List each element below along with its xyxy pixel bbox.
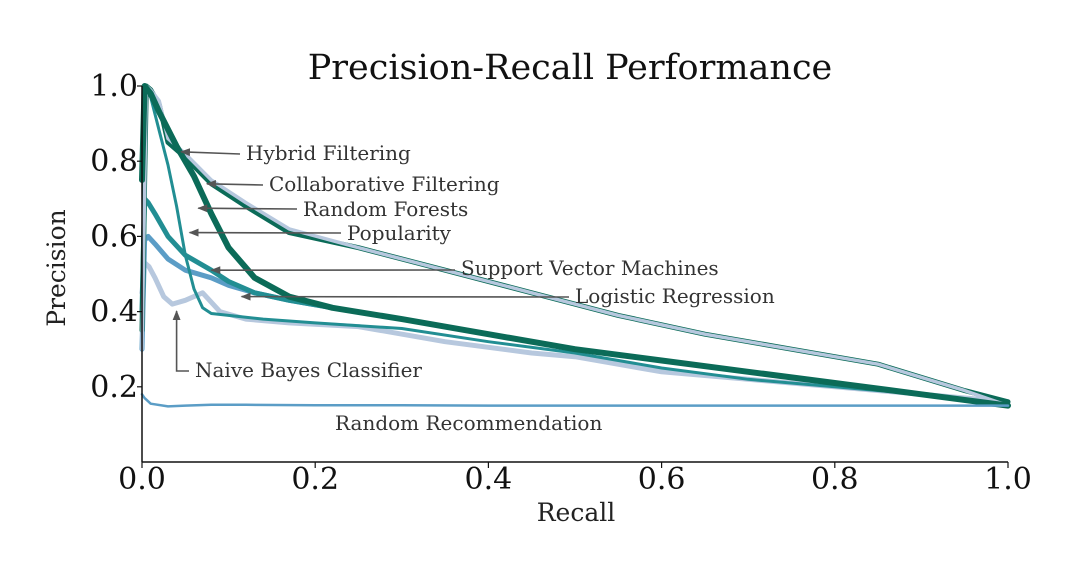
axes-layer [141, 86, 1008, 463]
random-recommendation-curve [140, 393, 1010, 408]
y-tick-label: 1.0 [90, 69, 138, 104]
collaborative-filtering-annotation-arrow [205, 179, 264, 188]
logistic-regression-annotation-label: Logistic Regression [575, 284, 775, 308]
collaborative-filtering-annotation-label: Collaborative Filtering [269, 172, 500, 196]
naive-bayes-classifier-annotation-label: Naive Bayes Classifier [195, 358, 422, 382]
hybrid-filtering-curve [140, 84, 1010, 408]
y-tick-label: 0.4 [90, 295, 138, 330]
ticks-layer: 0.0 0.2 0.4 0.6 0.8 1.0 0.2 0.4 0.6 0.8 1.0 [90, 69, 1032, 497]
popularity-annotation-label: Popularity [347, 221, 452, 245]
x-tick-label: 0.6 [638, 462, 686, 497]
hybrid-filtering-annotation-arrow [180, 148, 241, 157]
popularity-curve [140, 84, 1010, 408]
x-tick-label: 0.8 [811, 462, 859, 497]
random-forests-annotation-label: Random Forests [303, 197, 468, 221]
x-axis-label: Recall [537, 498, 616, 527]
chart-title: Precision-Recall Performance [308, 48, 833, 88]
x-tick-label: 0.2 [291, 462, 339, 497]
x-tick-label: 0.0 [118, 462, 166, 497]
y-tick-label: 0.6 [90, 219, 138, 254]
naive-bayes-classifier-annotation-arrow [172, 310, 189, 372]
y-tick-label: 0.8 [90, 144, 138, 179]
y-axis-label: Precision [42, 209, 71, 327]
random-recommendation-annotation-label: Random Recommendation [335, 411, 602, 435]
x-tick-label: 0.4 [465, 462, 513, 497]
x-tick-label: 1.0 [984, 462, 1032, 497]
y-tick-label: 0.2 [90, 370, 138, 405]
random-forests-annotation-arrow [197, 204, 298, 213]
hybrid-filtering-annotation-label: Hybrid Filtering [246, 141, 411, 165]
support-vector-machines-annotation-label: Support Vector Machines [461, 256, 719, 280]
